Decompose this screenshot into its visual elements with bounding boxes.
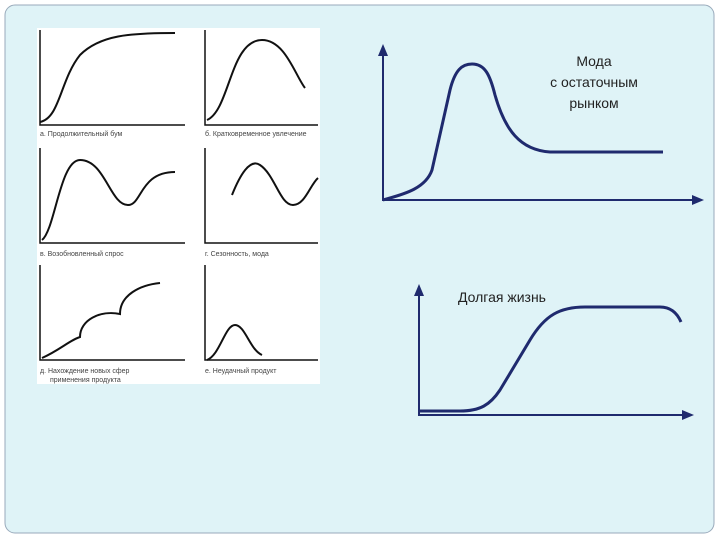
chart-label: рынком: [569, 95, 618, 111]
caption: применения продукта: [50, 377, 121, 384]
caption: д. Нахождение новых сфер: [40, 368, 130, 375]
fashion-chart: Мода с остаточным рынком: [378, 44, 704, 205]
caption: б. Кратковременное увлечение: [205, 130, 307, 138]
caption: г. Сезонность, мода: [205, 251, 269, 258]
chart-label: Мода: [576, 53, 611, 69]
chart-label: с остаточным: [550, 74, 638, 90]
chart-label: Долгая жизнь: [458, 289, 546, 305]
small-curves: [39, 32, 319, 361]
panel-image: [37, 28, 320, 384]
caption: е. Неудачный продукт: [205, 367, 277, 375]
small-axes: [39, 30, 318, 361]
caption: а. Продолжительный бум: [40, 130, 122, 138]
long-life-chart: Долгая жизнь: [414, 284, 694, 420]
caption: в. Возобновленный спрос: [40, 250, 124, 258]
